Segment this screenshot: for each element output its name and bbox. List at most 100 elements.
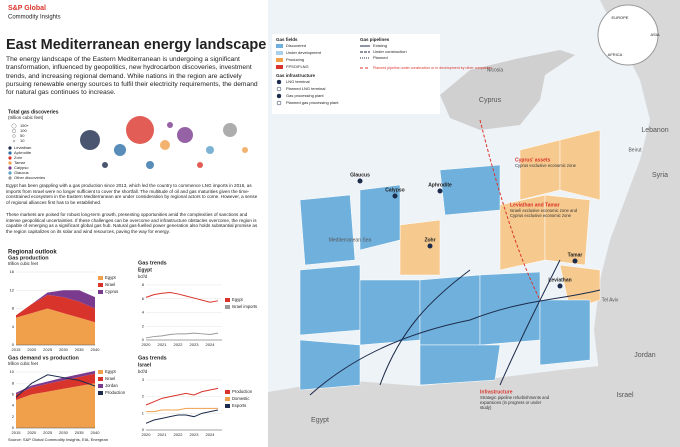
legend-swatch <box>276 58 283 62</box>
legend-label: Planned gas processing plant <box>286 100 339 105</box>
size-label: 50 <box>20 133 25 138</box>
place-label: Mediterranean Sea <box>329 237 372 243</box>
field-label: Zohr <box>424 237 435 243</box>
x-tick-label: 2023 <box>190 342 200 347</box>
legend-label: Producing <box>286 57 304 62</box>
brand-sub: Commodity Insights <box>8 15 61 21</box>
field-key <box>8 176 12 180</box>
x-tick-label: 2040 <box>91 347 101 352</box>
legend-swatch <box>98 370 103 374</box>
note-title: Cyprus' assets <box>515 157 551 163</box>
x-tick-label: 2020 <box>27 430 37 435</box>
legend-swatch <box>225 305 230 309</box>
body-paragraph: These markets are poised for robust long… <box>6 212 258 234</box>
field-label: Aphrodite <box>428 182 452 188</box>
legend-symbol <box>276 93 282 99</box>
area-segment <box>16 308 95 345</box>
chart-region: Egypt <box>138 267 152 273</box>
field-marker <box>437 188 443 194</box>
place-label: Syria <box>652 172 668 179</box>
x-tick-label: 2025 <box>43 430 53 435</box>
legend-label: Jordan <box>105 383 118 388</box>
size-key <box>11 123 17 129</box>
legend-symbol <box>276 79 282 85</box>
y-tick-label: 4 <box>12 324 15 329</box>
x-tick-label: 2021 <box>158 342 168 347</box>
legend-symbol <box>276 100 282 106</box>
discovery-bubble <box>146 161 154 169</box>
legend-swatch <box>225 397 230 401</box>
x-tick-label: 2025 <box>43 347 53 352</box>
field-marker <box>572 258 578 264</box>
area-segment <box>16 370 95 395</box>
legend-title: Gas pipelines <box>360 37 390 42</box>
chart-title: Gas production <box>8 255 49 261</box>
intro: The energy landscape of the Eastern Medi… <box>6 56 258 97</box>
x-tick-label: 2020 <box>142 342 152 347</box>
discovery-bubble <box>167 122 173 128</box>
y-tick-label: 10 <box>10 369 15 374</box>
field-marker <box>557 283 563 289</box>
legend-label: Israel <box>105 376 115 381</box>
series-line <box>15 374 96 398</box>
legend-title: Gas fields <box>276 37 298 42</box>
series-line <box>145 387 219 406</box>
field-label: Tamar <box>14 160 26 165</box>
legend-swatch <box>98 377 103 381</box>
size-key <box>11 128 16 133</box>
note-text: Strategic pipeline refurbishments and ex… <box>480 395 550 410</box>
legend-swatch <box>276 44 283 48</box>
x-tick-label: 2015 <box>12 430 22 435</box>
area-segment <box>16 373 95 400</box>
field-label: Leviathan <box>548 277 571 283</box>
note-text: Israeli exclusive economic zone and Cypr… <box>510 208 578 218</box>
x-tick-label: 2024 <box>206 342 216 347</box>
x-tick-label: 2030 <box>59 430 69 435</box>
discovery-bubble <box>223 123 237 137</box>
y-tick-label: 4 <box>142 310 145 315</box>
legend-swatch <box>98 283 103 287</box>
legend-label: Egypt <box>105 275 117 280</box>
legend-label: Planned pipeline under construction or i… <box>373 66 492 70</box>
legend-swatch <box>225 404 230 408</box>
note-title: Leviathan and Tamar <box>510 202 560 208</box>
chart-title: Gas trends <box>138 355 167 361</box>
legend-label: Domestic <box>232 396 249 401</box>
legend-label: Cyprus <box>105 289 118 294</box>
place-label: Jordan <box>634 352 656 359</box>
place-label: Nicosia <box>487 67 504 73</box>
y-tick-label: 8 <box>12 380 15 385</box>
size-label: 100 <box>20 128 27 133</box>
globe-label: ASIA <box>650 32 659 37</box>
orange-blocks <box>399 129 601 311</box>
chart-unit: trillion cubic feet <box>8 361 39 366</box>
y-tick-label: 6 <box>142 296 145 301</box>
y-tick-label: 4 <box>12 403 15 408</box>
egypt-land <box>268 366 600 447</box>
discovery-bubble <box>102 162 108 168</box>
y-tick-label: 0 <box>142 427 145 432</box>
field-marker <box>357 178 363 184</box>
y-tick-label: 2 <box>142 323 145 328</box>
note-box: Strategic pipeline refurbishments and ex… <box>480 395 550 410</box>
legend-label: FPSO/FLNG <box>286 64 309 69</box>
field-label: Aphrodite <box>14 150 32 155</box>
legend-label: Israel imports <box>232 304 257 309</box>
legend-swatch <box>225 298 230 302</box>
size-label: 150+ <box>20 123 30 128</box>
disc-title: Total gas discoveries <box>8 109 59 115</box>
pipelines <box>309 259 601 396</box>
field-marker <box>427 243 433 249</box>
legend-label: Production <box>232 389 253 394</box>
series-line <box>146 407 218 413</box>
body-paragraph: Egypt has been grappling with a gas prod… <box>6 183 258 205</box>
y-tick-label: 2 <box>12 414 15 419</box>
outlook-title: Regional outlook <box>8 250 57 256</box>
discovery-bubble <box>80 130 100 150</box>
blue-blocks <box>299 164 591 391</box>
y-tick-label: 2 <box>142 394 145 399</box>
place-label: Cyprus <box>479 97 502 104</box>
levant-land <box>594 0 680 447</box>
field-label: Glaucus <box>350 172 370 178</box>
